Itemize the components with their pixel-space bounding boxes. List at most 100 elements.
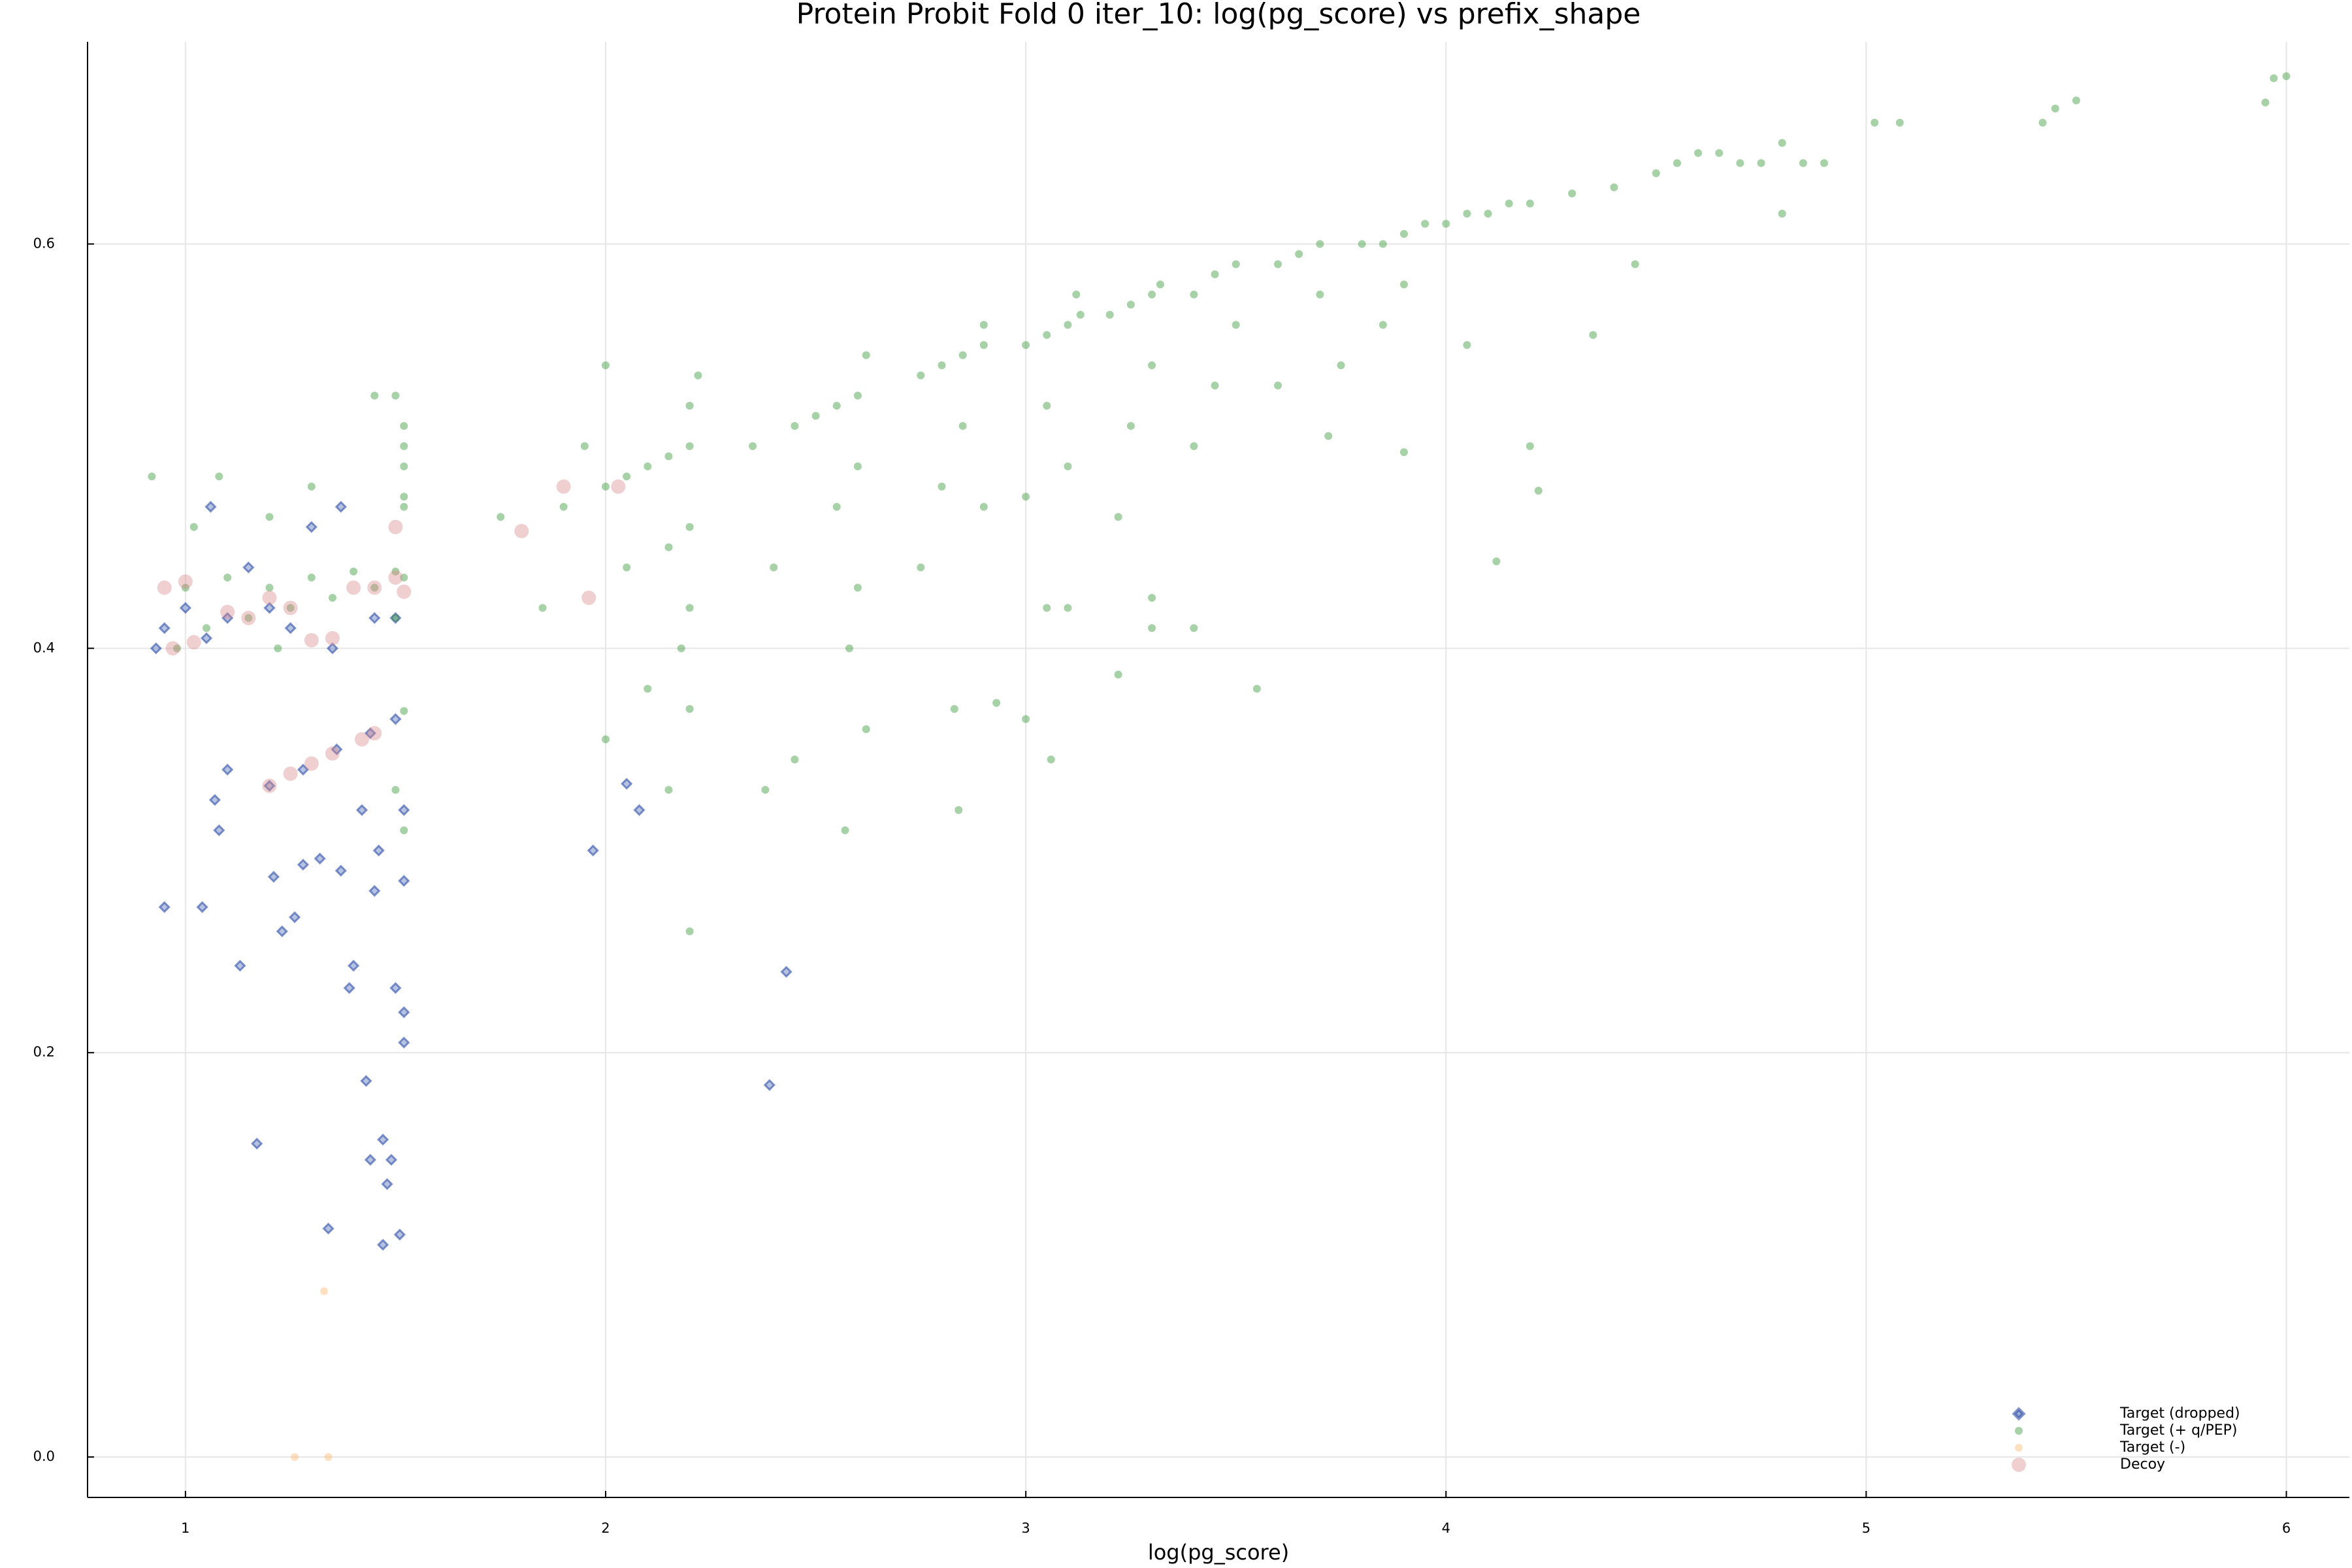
- point: [1316, 290, 1324, 299]
- point: [215, 472, 223, 481]
- point: [1232, 321, 1240, 329]
- point: [288, 911, 301, 924]
- point: [304, 756, 319, 771]
- point: [1778, 210, 1786, 218]
- point: [979, 321, 988, 329]
- point: [262, 590, 277, 605]
- point: [556, 479, 571, 494]
- point: [400, 462, 408, 470]
- point: [1442, 220, 1450, 228]
- point: [853, 462, 862, 470]
- point: [514, 523, 529, 538]
- legend-marker: [2015, 1444, 2023, 1452]
- point: [1694, 149, 1703, 157]
- point: [372, 844, 385, 857]
- point: [326, 642, 339, 655]
- point: [2270, 74, 2278, 82]
- point: [347, 960, 360, 972]
- point: [314, 853, 326, 865]
- y-tick-label: 0.2: [33, 1044, 55, 1060]
- point: [179, 602, 191, 614]
- point: [1190, 442, 1198, 450]
- point: [950, 705, 958, 713]
- point: [400, 826, 408, 834]
- point: [1316, 240, 1324, 248]
- point: [1399, 229, 1408, 238]
- point: [1114, 670, 1122, 679]
- point: [400, 493, 408, 501]
- point: [1043, 604, 1051, 612]
- point: [1022, 341, 1030, 350]
- point: [1148, 624, 1156, 632]
- point: [276, 925, 288, 938]
- point: [811, 412, 820, 420]
- point: [274, 644, 282, 653]
- point: [389, 612, 402, 625]
- x-axis-label: log(pg_score): [1148, 1540, 1289, 1565]
- point: [979, 341, 988, 350]
- point: [370, 391, 379, 400]
- point: [1736, 159, 1744, 167]
- point: [381, 1178, 393, 1190]
- point: [1114, 513, 1122, 521]
- point: [400, 442, 408, 450]
- x-tick-label: 3: [1021, 1520, 1030, 1536]
- point: [1568, 189, 1576, 198]
- point: [242, 561, 255, 574]
- point: [685, 927, 694, 936]
- point: [1399, 448, 1408, 457]
- point: [644, 685, 652, 693]
- point: [1126, 301, 1135, 309]
- point: [1190, 290, 1198, 299]
- point: [328, 593, 336, 602]
- point: [325, 630, 340, 645]
- point: [368, 885, 381, 897]
- point: [1232, 260, 1240, 269]
- point: [791, 755, 799, 764]
- point: [172, 644, 181, 653]
- point: [917, 563, 925, 572]
- point: [1022, 715, 1030, 723]
- point: [297, 858, 310, 871]
- point: [398, 875, 410, 887]
- point: [685, 442, 694, 450]
- legend-label: Target (-): [2119, 1439, 2185, 1456]
- point: [845, 644, 854, 653]
- point: [955, 806, 963, 814]
- point: [1211, 382, 1219, 390]
- point: [559, 502, 568, 511]
- point: [291, 1453, 299, 1462]
- point: [267, 870, 280, 883]
- point: [832, 402, 841, 410]
- point: [633, 804, 645, 817]
- point: [391, 567, 400, 576]
- legend-label: Target (+ q/PEP): [2119, 1422, 2237, 1439]
- point: [1274, 260, 1282, 269]
- point: [389, 713, 402, 725]
- x-tick-label: 1: [181, 1520, 189, 1536]
- x-tick-label: 6: [2282, 1520, 2291, 1536]
- point: [397, 584, 412, 599]
- y-tick-label: 0.0: [33, 1448, 55, 1464]
- point: [265, 513, 274, 521]
- point: [1358, 240, 1366, 248]
- point: [780, 966, 792, 978]
- point: [1484, 210, 1492, 218]
- point: [1379, 240, 1387, 248]
- point: [1105, 310, 1114, 319]
- point: [770, 563, 778, 572]
- point: [1610, 183, 1618, 191]
- legend-marker: [2012, 1407, 2026, 1421]
- point: [1870, 118, 1879, 127]
- point: [917, 371, 925, 380]
- point: [335, 500, 347, 513]
- point: [1673, 159, 1681, 167]
- point: [685, 402, 694, 410]
- point: [324, 1453, 333, 1462]
- chart-title: Protein Probit Fold 0 iter_10: log(pg_sc…: [796, 0, 1641, 31]
- point: [157, 580, 172, 595]
- point: [385, 1154, 398, 1166]
- point: [664, 452, 673, 461]
- point: [791, 421, 799, 430]
